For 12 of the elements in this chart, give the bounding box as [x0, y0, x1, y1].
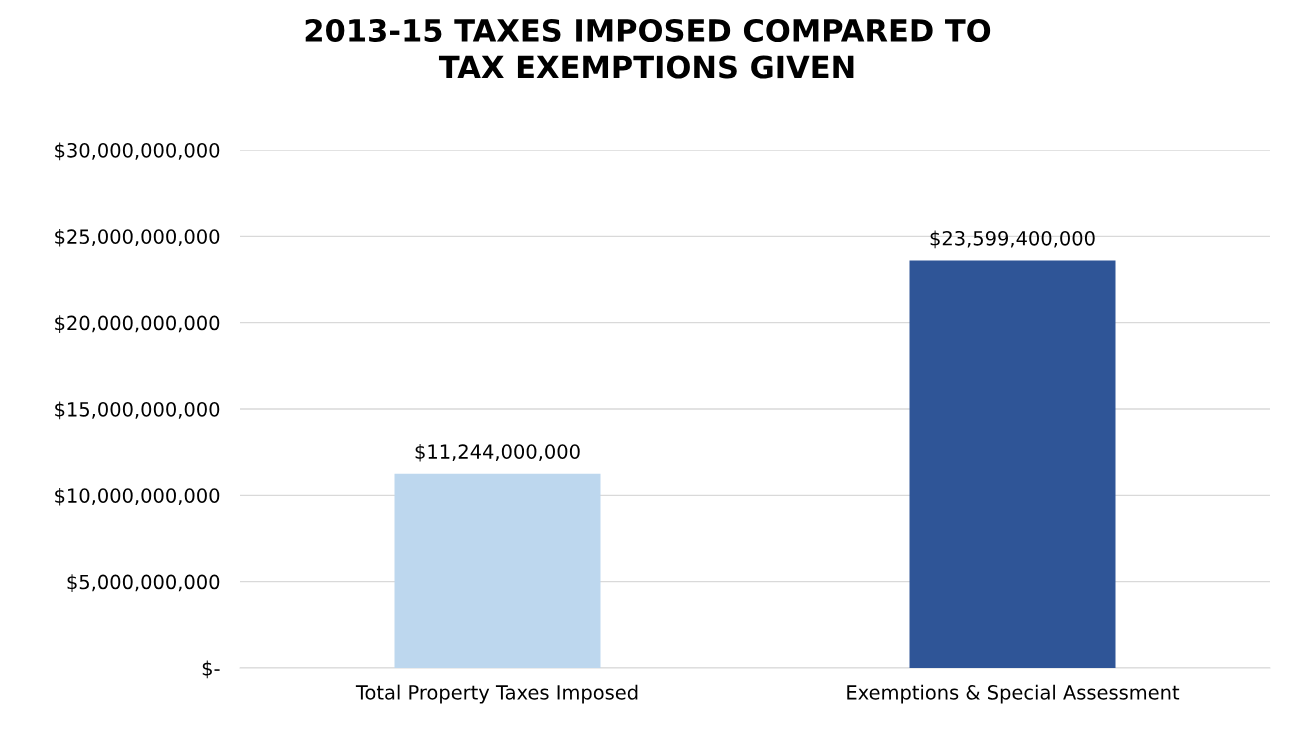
y-tick-label: $30,000,000,000	[55, 142, 220, 161]
y-tick-label: $15,000,000,000	[55, 401, 220, 420]
data-label: $11,244,000,000	[415, 443, 580, 462]
chart-title: 2013-15 TAXES IMPOSED COMPARED TO TAX EXEMPTIONS GIVEN	[305, 18, 991, 79]
y-tick-label: $5,000,000,000	[67, 574, 220, 592]
y-tick-label: $25,000,000,000	[55, 228, 220, 247]
y-tick-label: $10,000,000,000	[55, 487, 220, 506]
x-tick-label: Exemptions & Special Assessment	[847, 684, 1180, 704]
data-label: $23,599,400,000	[930, 230, 1095, 249]
x-tick-label: Total Property Taxes Imposed	[355, 684, 638, 704]
y-tick-label: $-	[202, 660, 220, 679]
y-tick-label: $20,000,000,000	[55, 315, 220, 333]
